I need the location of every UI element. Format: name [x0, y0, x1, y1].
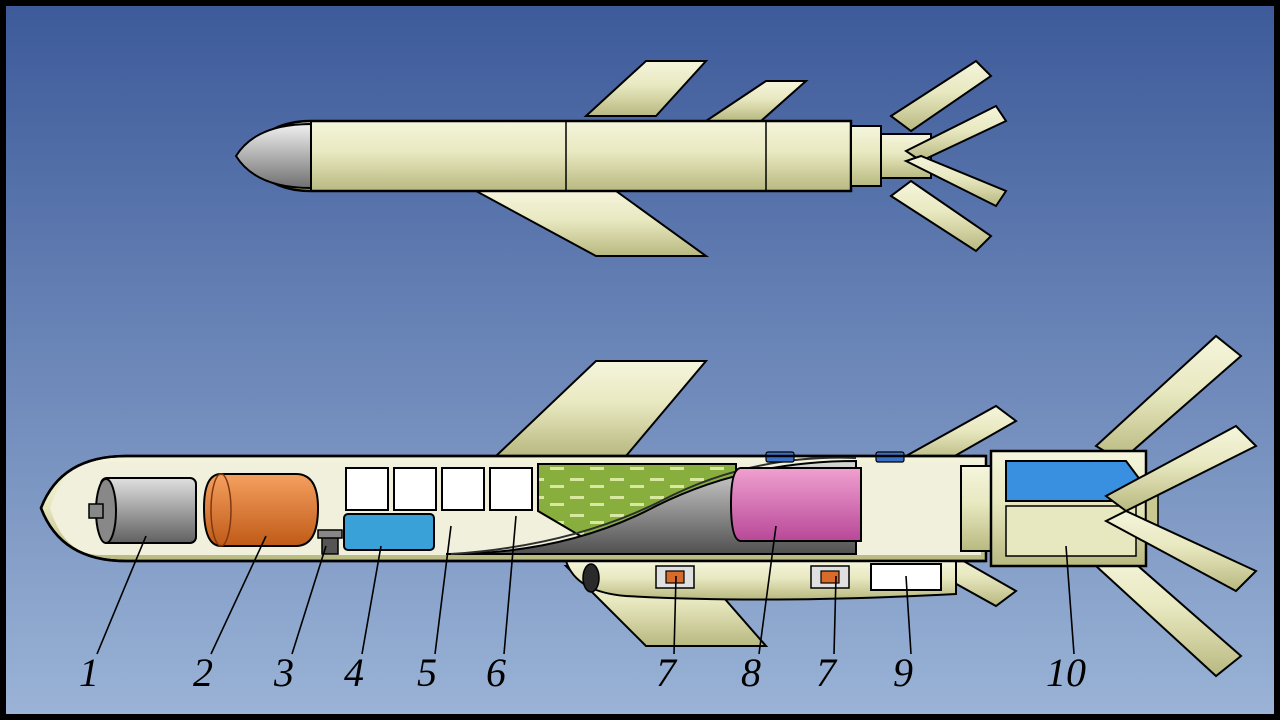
callout-number: 9 — [893, 650, 913, 695]
callout-number: 6 — [486, 650, 506, 695]
callout-number: 3 — [273, 650, 294, 695]
callout-number: 5 — [417, 650, 437, 695]
component-3-support — [318, 530, 342, 554]
component-4-electronics — [344, 514, 434, 550]
callout-number: 7 — [816, 650, 838, 695]
component-1-seeker — [89, 478, 196, 543]
callout-number: 1 — [79, 650, 99, 695]
component-8-engine — [731, 468, 861, 541]
diagram-svg: 1 2 3 4 5 6 7 8 7 9 10 — [6, 6, 1274, 714]
callout-number: 7 — [656, 650, 678, 695]
diagram-frame: 1 2 3 4 5 6 7 8 7 9 10 — [0, 0, 1280, 720]
callout-number: 4 — [344, 650, 364, 695]
callout-number: 10 — [1046, 650, 1086, 695]
component-2-warhead — [204, 474, 318, 546]
callout-number: 2 — [193, 650, 213, 695]
callout-number: 8 — [741, 650, 761, 695]
